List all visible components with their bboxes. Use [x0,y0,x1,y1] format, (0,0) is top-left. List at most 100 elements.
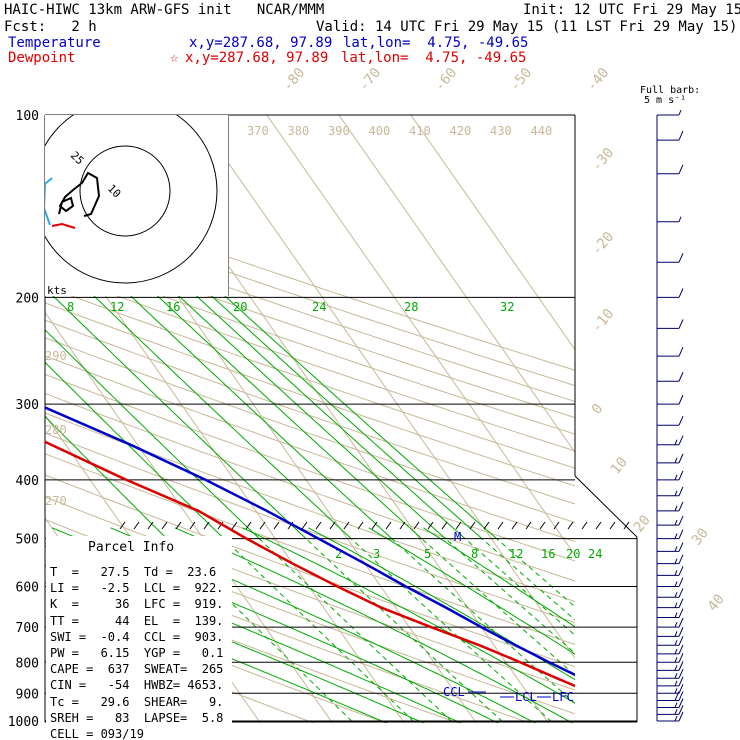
parcel-info-title: Parcel Info [88,540,175,555]
wind-barb-half [674,688,678,694]
mixing-ratio-line [45,415,167,539]
isotherm-line [45,208,406,723]
temperature-tick-label: -60 [432,65,461,95]
hatch-mark [399,521,406,530]
pressure-tick-label: 200 [16,291,39,306]
hatch-mark [301,521,308,530]
parcel-info-row: PW = 6.15 YGP = 0.1 [50,646,224,660]
temperature-tick-label: -10 [589,306,618,336]
wind-barb-half [674,612,678,618]
mixing-ratio-line [258,538,455,723]
parcel-info-row: CELL = 093/19 [50,727,144,740]
wind-barb-column [656,109,684,722]
wind-barb-flag [678,644,684,655]
hatch-mark [413,521,420,530]
hatch-mark [371,521,378,530]
temperature-tick-label: 0 [589,401,607,418]
wind-barb-flag [678,288,684,298]
parcel-info-row: TT = 44 EL = 139. [50,613,224,628]
parcel-info-row: SWI = -0.4 CCL = 903. [50,629,224,644]
temperature-xy: x,y=287.68, 97.89 [189,35,333,51]
isotherm-line [410,115,575,351]
hatch-mark [343,521,350,530]
wind-barb-flag [678,130,684,141]
hatch-mark [161,521,168,530]
temperature-tick-label: 40 [705,591,728,614]
ccl-marker-label: CCL [443,685,465,699]
mixing-ratio-label: 20 [566,547,580,561]
wind-barb-flag [678,542,684,552]
theta-label: 440 [531,124,553,138]
hodograph-ring [45,115,218,284]
hatch-mark [329,521,336,530]
dry-adiabat-line [45,285,575,469]
temperature-trace [45,406,575,677]
dry-adiabat-line [45,191,575,371]
mixing-ratio-label: 8 [67,300,74,314]
parcel-info-row: CAPE = 637 SWEAT= 265 [50,662,224,677]
wind-barb-flag [678,372,684,382]
wind-barb-flag [678,515,684,526]
hatch-mark [427,521,434,530]
wind-barb-half [674,592,678,598]
sounding-traces [45,406,575,688]
wind-barb-flag [678,346,684,357]
wind-barb-half [674,581,678,587]
hatch-mark [469,521,476,530]
hodograph-trace-low [51,222,76,229]
hatch-mark [315,521,322,530]
mixing-ratio-label: 24 [312,300,326,314]
mixing-ratio-label: 20 [233,300,247,314]
dewpoint-latlon: lat,lon= 4.75, -49.65 [341,50,527,66]
dry-adiabat-line [45,591,388,723]
right-axis-slant [574,475,638,538]
wind-barb-half [674,505,678,512]
dry-adiabat-line [45,206,575,387]
barb-legend-scale: 5 m s⁻¹ [644,95,687,106]
hatch-mark [525,521,532,530]
wind-barb-half [674,680,678,687]
hatch-mark [581,521,588,530]
wind-barb-flag [678,319,684,329]
mixing-ratio-label: 28 [404,300,418,314]
isotherm-line [45,311,334,723]
wind-barb-half [674,640,678,646]
hatch-mark [357,521,364,530]
forecast-hour: Fcst: 2 h [4,19,97,35]
wind-barb-flag [678,669,684,679]
theta-label: 270 [45,494,67,508]
hatch-mark [497,521,504,530]
level-markers: ELCCLLCLLFCM [443,530,574,704]
wind-barb-flag [678,470,684,481]
pressure-tick-label: 700 [16,621,39,636]
parcel-info-row: LI = -2.5 LCL = 922. [50,581,224,596]
parcel-info-row: CIN = -54 HWBZ= 4653. [50,678,224,693]
hatch-mark [623,521,630,530]
temperature-tick-label: -50 [507,65,536,95]
isotherm-line [266,115,575,557]
hodograph-units: kts [47,284,67,297]
wind-barb-flag [678,529,684,539]
hatch-mark [539,521,546,530]
mean-marker-label: M [454,530,461,544]
dry-adiabat-lines [45,191,575,723]
theta-label: 410 [409,124,431,138]
wind-barb-flag [678,653,684,663]
pressure-tick-label: 500 [16,533,39,548]
isotherm-line [194,115,575,660]
hodograph-background [45,115,229,296]
theta-label: 290 [45,349,67,363]
mixing-ratio-label: 12 [110,300,124,314]
temperature-legend-label: Temperature [8,35,101,51]
lcl-marker-label: LCL [515,690,537,704]
wind-barb-flag [678,661,684,671]
wind-barb-flag [678,711,684,722]
wind-barb-flag [678,566,684,576]
moist-adiabat-line [242,527,575,704]
wind-barb-flag [678,577,684,587]
wind-barb-flag [678,554,684,564]
wind-barb-half [674,519,678,526]
wind-barb-flag [678,501,684,512]
